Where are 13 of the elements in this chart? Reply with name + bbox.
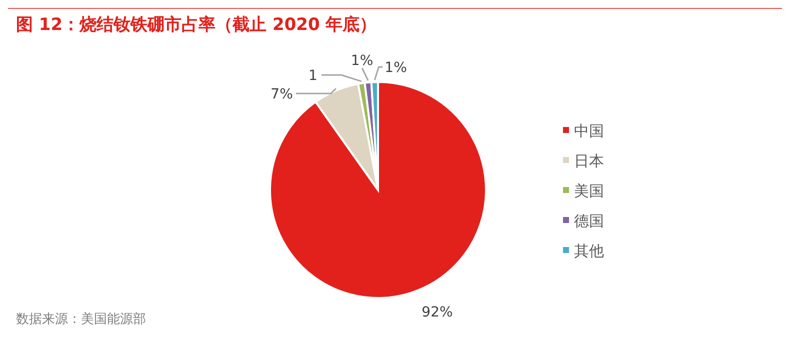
- legend-label: 其他: [574, 242, 604, 260]
- source-note: 数据来源：美国能源部: [16, 311, 146, 327]
- data-label: 7%: [270, 86, 293, 103]
- data-label: 92%: [422, 304, 453, 321]
- data-label: 1: [308, 68, 318, 84]
- legend-label: 中国: [574, 122, 604, 140]
- legend-label: 德国: [574, 212, 604, 230]
- legend-label: 美国: [574, 182, 604, 200]
- legend-label: 日本: [574, 152, 604, 170]
- pie-slice: [269, 81, 487, 299]
- data-label: 1%: [384, 60, 407, 76]
- data-label: 1%: [350, 53, 374, 69]
- chart-title: 图 12：烧结钕铁硼市占率（截止 2020 年底）: [16, 15, 377, 35]
